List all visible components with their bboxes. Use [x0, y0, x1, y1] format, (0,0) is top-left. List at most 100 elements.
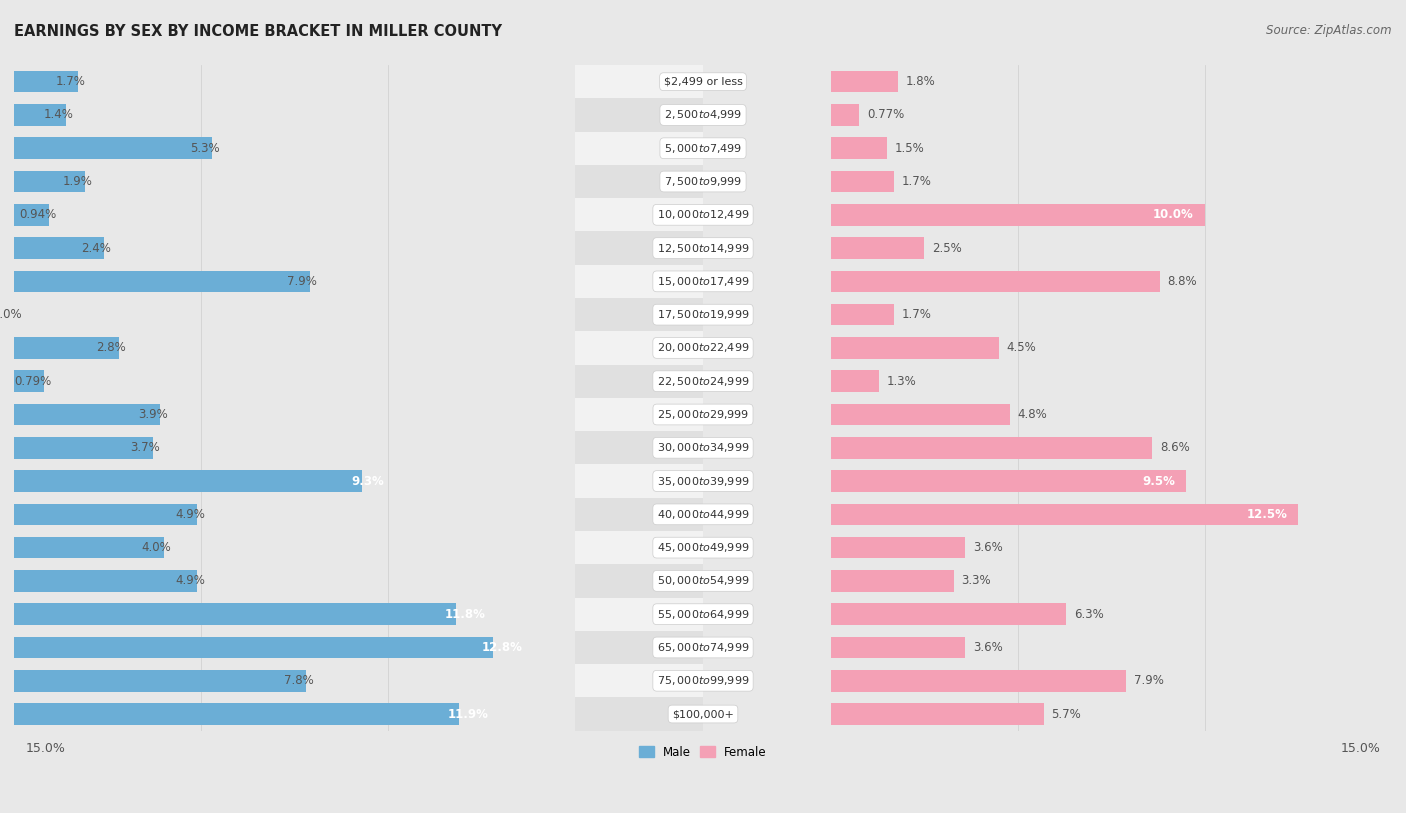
Bar: [575, 331, 1406, 364]
Bar: [575, 664, 1406, 698]
Bar: [575, 598, 1406, 631]
Bar: [831, 470, 1187, 492]
Bar: [575, 564, 1406, 598]
Bar: [0, 198, 703, 232]
Text: $75,000 to $99,999: $75,000 to $99,999: [657, 674, 749, 687]
Bar: [0, 464, 703, 498]
Text: EARNINGS BY SEX BY INCOME BRACKET IN MILLER COUNTY: EARNINGS BY SEX BY INCOME BRACKET IN MIL…: [14, 24, 502, 39]
Bar: [0, 165, 831, 198]
Text: 4.9%: 4.9%: [174, 575, 205, 588]
Bar: [575, 132, 1406, 165]
Bar: [0, 298, 703, 331]
Text: 12.5%: 12.5%: [1246, 508, 1286, 521]
Text: $40,000 to $44,999: $40,000 to $44,999: [657, 508, 749, 521]
Bar: [831, 204, 1205, 226]
Bar: [0, 331, 703, 364]
Text: 15.0%: 15.0%: [1341, 741, 1381, 754]
Bar: [14, 470, 363, 492]
Text: 7.9%: 7.9%: [287, 275, 318, 288]
Text: 1.4%: 1.4%: [44, 108, 75, 121]
Bar: [14, 204, 49, 226]
Bar: [831, 404, 1011, 425]
Bar: [575, 464, 1406, 498]
Text: $10,000 to $12,499: $10,000 to $12,499: [657, 208, 749, 221]
Bar: [575, 232, 1406, 265]
Bar: [14, 237, 104, 259]
Bar: [0, 98, 831, 132]
Bar: [831, 503, 1298, 525]
Text: $20,000 to $22,499: $20,000 to $22,499: [657, 341, 749, 354]
Bar: [14, 371, 44, 392]
Bar: [831, 304, 894, 325]
Text: 11.8%: 11.8%: [444, 607, 485, 620]
Text: $35,000 to $39,999: $35,000 to $39,999: [657, 475, 749, 488]
Text: $30,000 to $34,999: $30,000 to $34,999: [657, 441, 749, 454]
Bar: [14, 570, 197, 592]
Bar: [831, 670, 1126, 692]
Text: 0.79%: 0.79%: [14, 375, 51, 388]
Bar: [0, 531, 703, 564]
Bar: [575, 198, 1406, 232]
Bar: [0, 65, 703, 98]
Text: 2.8%: 2.8%: [97, 341, 127, 354]
Bar: [831, 71, 898, 93]
Bar: [0, 398, 703, 431]
Text: 3.6%: 3.6%: [973, 541, 1002, 554]
Text: 8.6%: 8.6%: [1160, 441, 1189, 454]
Bar: [14, 337, 120, 359]
Bar: [14, 670, 307, 692]
Bar: [575, 631, 1406, 664]
Bar: [0, 265, 831, 298]
Bar: [14, 271, 309, 292]
Bar: [575, 65, 1406, 98]
Bar: [831, 570, 955, 592]
Bar: [0, 298, 831, 331]
Text: 1.8%: 1.8%: [905, 75, 935, 88]
Text: 11.9%: 11.9%: [449, 707, 489, 720]
Bar: [0, 664, 703, 698]
Text: 0.0%: 0.0%: [0, 308, 21, 321]
Bar: [0, 65, 831, 98]
Text: $22,500 to $24,999: $22,500 to $24,999: [657, 375, 749, 388]
Bar: [14, 137, 212, 159]
Bar: [0, 498, 831, 531]
Bar: [0, 165, 703, 198]
Text: 5.7%: 5.7%: [1052, 707, 1081, 720]
Text: $2,499 or less: $2,499 or less: [664, 76, 742, 87]
Text: Source: ZipAtlas.com: Source: ZipAtlas.com: [1267, 24, 1392, 37]
Bar: [0, 398, 831, 431]
Bar: [575, 531, 1406, 564]
Bar: [831, 703, 1043, 725]
Bar: [0, 232, 831, 265]
Bar: [14, 171, 86, 193]
Text: 6.3%: 6.3%: [1074, 607, 1104, 620]
Bar: [575, 364, 1406, 398]
Bar: [0, 464, 831, 498]
Bar: [0, 631, 703, 664]
Text: 2.5%: 2.5%: [932, 241, 962, 254]
Bar: [0, 132, 831, 165]
Bar: [831, 437, 1153, 459]
Bar: [14, 703, 460, 725]
Bar: [831, 537, 966, 559]
Bar: [0, 431, 703, 464]
Text: 9.5%: 9.5%: [1142, 475, 1175, 488]
Text: 1.5%: 1.5%: [894, 141, 924, 154]
Text: 4.9%: 4.9%: [174, 508, 205, 521]
Bar: [0, 598, 831, 631]
Text: 5.3%: 5.3%: [190, 141, 219, 154]
Bar: [575, 298, 1406, 331]
Bar: [831, 337, 1000, 359]
Bar: [831, 237, 924, 259]
Text: 0.94%: 0.94%: [20, 208, 56, 221]
Bar: [575, 265, 1406, 298]
Bar: [0, 431, 831, 464]
Bar: [0, 698, 831, 731]
Bar: [0, 364, 831, 398]
Text: 3.7%: 3.7%: [131, 441, 160, 454]
Text: $15,000 to $17,499: $15,000 to $17,499: [657, 275, 749, 288]
Bar: [575, 431, 1406, 464]
Text: $45,000 to $49,999: $45,000 to $49,999: [657, 541, 749, 554]
Bar: [0, 331, 831, 364]
Text: $25,000 to $29,999: $25,000 to $29,999: [657, 408, 749, 421]
